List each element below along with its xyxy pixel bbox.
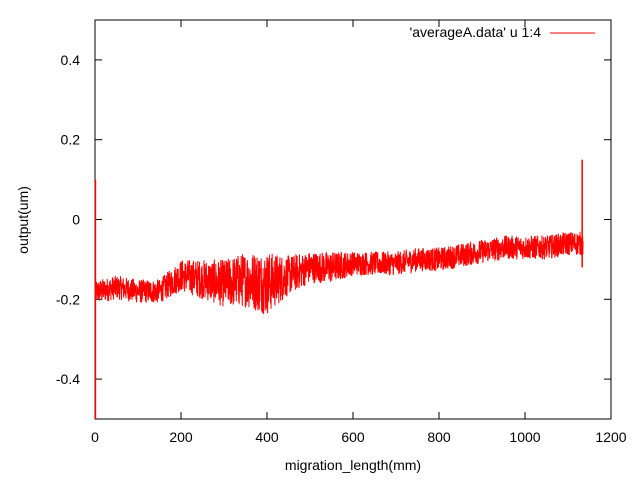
x-tick-label: 200 — [169, 429, 193, 445]
y-tick-label: 0 — [72, 212, 80, 228]
y-axis-label: output(um) — [15, 186, 31, 254]
y-tick-label: -0.4 — [56, 371, 80, 387]
series-layer — [94, 159, 584, 419]
x-axis-label: migration_length(mm) — [285, 457, 421, 473]
series-line — [94, 231, 584, 315]
x-tick-label: 0 — [91, 429, 99, 445]
plot-frame — [94, 19, 612, 420]
x-tick-label: 400 — [255, 429, 279, 445]
y-tick-label: 0.2 — [61, 132, 81, 148]
x-tick-label: 800 — [427, 429, 451, 445]
legend-label: 'averageA.data' u 1:4 — [410, 24, 542, 40]
y-tick-label: 0.4 — [61, 52, 81, 68]
x-tick-label: 600 — [341, 429, 365, 445]
legend: 'averageA.data' u 1:4 — [410, 24, 595, 40]
y-tick-label: -0.2 — [56, 291, 80, 307]
x-tick-label: 1000 — [509, 429, 540, 445]
axis-ticks — [94, 20, 612, 419]
axis-tick-labels: 0 200 400 600 800 1000 1200 -0.4 -0.2 0 0.2 0.4 — [56, 52, 627, 445]
x-tick-label: 1200 — [595, 429, 626, 445]
